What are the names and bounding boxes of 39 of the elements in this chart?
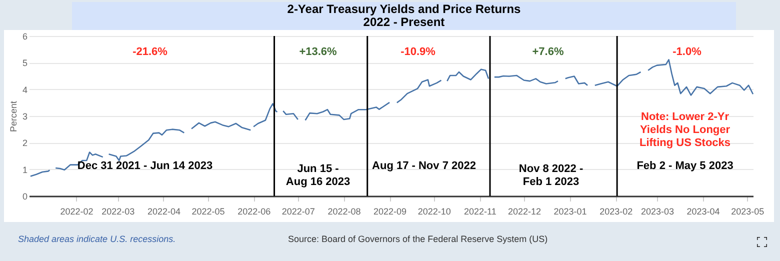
- annotation: Aug 17 - Nov 7 2022: [372, 160, 476, 172]
- x-tick-label: 2023-02: [600, 206, 633, 216]
- y-tick-label: 1: [22, 164, 28, 175]
- annotation: Note: Lower 2-Yr Yields No Longer Lifting US Stocks: [639, 111, 731, 149]
- text: Shaded areas indicate U.S. recessions.: [18, 234, 177, 244]
- x-tick-label: 2022-12: [508, 206, 541, 216]
- annotation: Nov 8 2022 - Feb 1 2023: [518, 163, 584, 188]
- source-note: Source: Board of Governors of the Federal Reserve System (US): [288, 234, 548, 244]
- y-axis-title: Percent: [8, 100, 18, 132]
- x-tick-label: 2023-01: [554, 206, 587, 216]
- x-tick-label: 2022-10: [418, 206, 451, 216]
- x-tick-label: 2022-02: [60, 206, 94, 216]
- y-tick-label: 2: [22, 138, 28, 148]
- chart-title: 2-Year Treasury Yields and Price Returns: [286, 2, 522, 16]
- x-tick-label: 2023-03: [640, 206, 674, 216]
- annotation: -21.6%: [132, 46, 168, 58]
- x-tick-label: 2022-08: [328, 206, 361, 216]
- x-tick-label: 2023-05: [731, 206, 764, 216]
- chart-subtitle: 2022 - Present: [363, 15, 446, 29]
- x-tick-label: 2022-06: [238, 206, 271, 216]
- y-tick-label: 5: [22, 58, 28, 68]
- x-tick-label: 2022-04: [147, 206, 180, 216]
- y-tick-label: 6: [22, 32, 28, 42]
- annotation: -1.0%: [672, 46, 702, 58]
- annotation: -10.9%: [400, 46, 436, 58]
- x-tick-label: 2023-04: [686, 206, 720, 216]
- annotation: Dec 31 2021 - Jun 14 2023: [77, 160, 213, 172]
- y-tick-label: 4: [22, 84, 28, 95]
- annotation: Jun 15 - Aug 16 2023: [286, 163, 350, 188]
- annotation: Feb 2 - May 5 2023: [636, 160, 734, 172]
- x-tick-label: 2022-09: [374, 206, 407, 216]
- x-tick-label: 2022-11: [464, 206, 496, 216]
- x-tick-label: 2022-05: [192, 206, 225, 216]
- annotation: +7.6%: [532, 46, 564, 58]
- annotation: +13.6%: [299, 46, 338, 58]
- y-tick-label: 3: [22, 112, 28, 122]
- y-tick-label: 0: [22, 192, 28, 202]
- x-tick-label: 2022-07: [282, 206, 315, 216]
- x-tick-label: 2022-03: [102, 206, 135, 216]
